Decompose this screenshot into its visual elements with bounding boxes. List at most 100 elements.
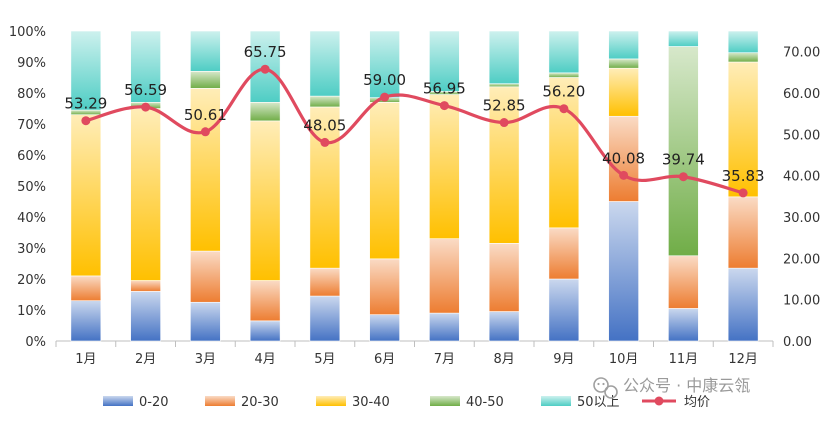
legend-label: 50以上 — [577, 395, 620, 410]
line-series-path — [85, 67, 744, 195]
right-tick-label: 70.00 — [783, 46, 820, 61]
right-tick-label: 60.00 — [783, 87, 820, 102]
legend-label: 40-50 — [466, 395, 504, 410]
left-tick-label: 80% — [17, 87, 46, 102]
line-data-label: 59.00 — [363, 71, 406, 89]
bar-segment — [190, 71, 221, 89]
bar-segment — [608, 201, 639, 342]
bar-segment — [309, 30, 341, 97]
line-point — [678, 172, 688, 182]
bar-segment — [548, 77, 580, 229]
line-data-label: 65.75 — [244, 43, 287, 61]
legend-swatch — [103, 396, 133, 406]
bar-segment — [369, 30, 400, 98]
line-point — [559, 104, 569, 114]
bar-segment — [488, 86, 520, 244]
line-data-label: 56.59 — [124, 81, 167, 99]
bar-segment — [70, 275, 102, 301]
bar-segment — [727, 267, 759, 342]
left-tick-label: 10% — [17, 304, 46, 319]
bar-segment — [668, 30, 699, 47]
legend-swatch — [430, 396, 460, 406]
bar-segment — [309, 95, 341, 108]
line-data-label: 50.61 — [184, 106, 227, 124]
bar-segment — [429, 238, 460, 314]
line-data-label: 56.95 — [423, 80, 466, 98]
left-tick-label: 100% — [9, 25, 46, 40]
line-point — [200, 127, 210, 137]
bar-segment — [130, 108, 161, 281]
bar-segment — [309, 295, 341, 342]
category-label: 4月 — [254, 352, 275, 367]
bar-segment — [488, 83, 520, 88]
line-data-label: 40.08 — [602, 149, 645, 167]
bar-segment — [608, 67, 639, 117]
bar-segment — [608, 115, 639, 202]
category-label: 10月 — [609, 352, 639, 367]
right-tick-label: 0.00 — [783, 335, 812, 350]
bar-segment — [727, 61, 759, 198]
legend: 0-20 20-30 30-40 40-50 50以上 均价 — [103, 395, 710, 410]
wechat-icon — [593, 377, 618, 399]
line-point — [260, 64, 270, 74]
price-line — [81, 64, 748, 198]
bar-segment — [249, 280, 281, 322]
line-point — [81, 116, 91, 126]
axes: 0% 10% 20% 30% 40% 50% 60% 70% 80% 90% 100% 0.00 10.… — [9, 25, 820, 367]
bar-segment — [668, 308, 699, 342]
bar-segment — [429, 30, 460, 92]
category-label: 7月 — [434, 352, 455, 367]
bar-segment — [369, 102, 400, 260]
category-label: 6月 — [374, 352, 395, 367]
right-tick-label: 30.00 — [783, 211, 820, 226]
line-point — [738, 188, 748, 198]
legend-swatch — [541, 396, 571, 406]
bar-segment — [548, 72, 580, 78]
line-point — [439, 101, 449, 111]
bar-segment — [488, 311, 520, 342]
bar-segment — [608, 30, 639, 60]
bar-segment — [190, 250, 221, 303]
legend-line-marker — [654, 396, 664, 406]
legend-label: 20-30 — [241, 395, 279, 410]
category-label: 12月 — [728, 352, 758, 367]
line-data-label: 53.29 — [64, 95, 107, 113]
bar-segment — [548, 278, 580, 342]
bar-segment — [70, 300, 102, 342]
left-tick-label: 0% — [25, 335, 46, 350]
bar-segment — [309, 267, 341, 297]
left-tick-label: 50% — [17, 180, 46, 195]
bar-segment — [488, 30, 520, 85]
line-data-label: 48.05 — [303, 116, 346, 134]
line-data-label: 52.85 — [483, 97, 526, 115]
category-label: 9月 — [553, 352, 574, 367]
bar-segment — [727, 30, 759, 54]
bar-segment — [548, 30, 580, 74]
right-tick-label: 10.00 — [783, 294, 820, 309]
bar-segment — [249, 320, 281, 342]
line-point — [499, 118, 509, 128]
bars — [70, 30, 759, 342]
bar-segment — [369, 314, 400, 342]
category-label: 2月 — [135, 352, 156, 367]
right-tick-label: 50.00 — [783, 128, 820, 143]
left-tick-label: 30% — [17, 242, 46, 257]
watermark-text: 公众号 · 中康云瓴 — [623, 376, 750, 395]
legend-label: 均价 — [684, 395, 710, 410]
legend-label: 30-40 — [352, 395, 390, 410]
bar-segment — [668, 255, 699, 309]
left-tick-label: 40% — [17, 211, 46, 226]
bar-segment — [429, 312, 460, 342]
line-point — [141, 102, 151, 112]
bar-segment — [249, 120, 281, 281]
bar-segment — [429, 94, 460, 239]
bar-segment — [130, 280, 161, 292]
bar-segment — [727, 52, 759, 63]
bar-segment — [190, 30, 221, 72]
right-tick-label: 20.00 — [783, 252, 820, 267]
bar-segment — [727, 196, 759, 269]
bar-segment — [70, 114, 102, 277]
category-label: 1月 — [75, 352, 96, 367]
